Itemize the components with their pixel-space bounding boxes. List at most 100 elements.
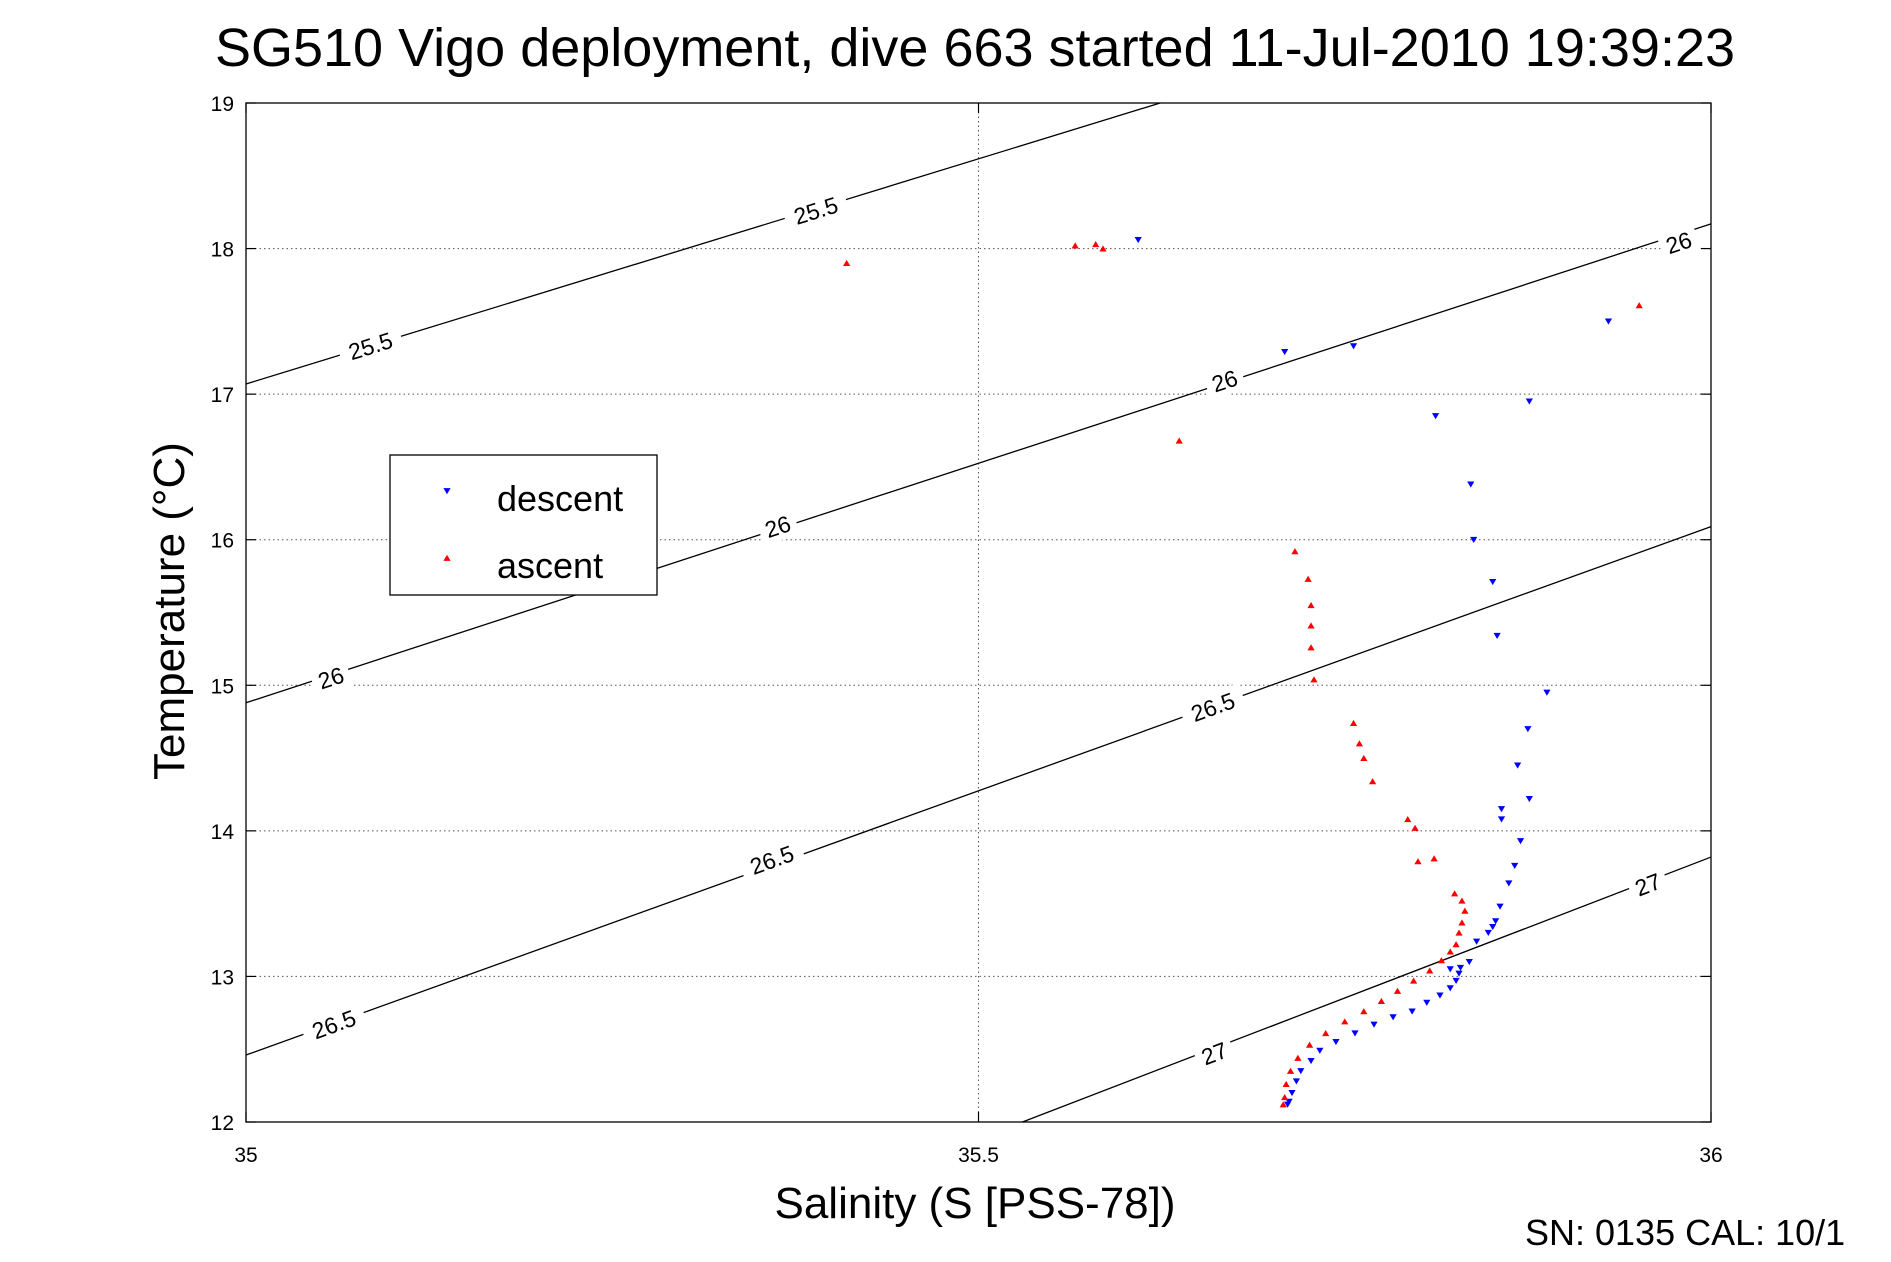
ascent-point	[843, 259, 851, 267]
ascent-point	[1451, 890, 1459, 897]
ascent-point	[1281, 1094, 1289, 1101]
grid-lines	[246, 103, 1711, 1122]
descent-point	[1497, 806, 1506, 813]
isopycnal-label-bg	[299, 1000, 369, 1049]
descent-point	[1489, 924, 1497, 931]
descent-point	[1516, 838, 1525, 845]
descent-point	[1524, 726, 1532, 733]
legend-marker-ascent-shape	[443, 554, 451, 561]
ascent-point	[1307, 622, 1315, 629]
ascent-point	[1307, 644, 1315, 651]
descent-point	[1473, 938, 1481, 945]
ascent-point	[1310, 676, 1318, 683]
ascent-point	[1286, 1067, 1295, 1074]
descent-point	[1389, 1014, 1397, 1021]
isopycnal-label-bg	[1178, 683, 1248, 732]
ascent-point	[1368, 778, 1377, 785]
axis-ticks: 35 35.5 36 12 13 14 15 16 17 18 19	[211, 93, 1723, 1167]
descent-point	[1604, 318, 1613, 325]
ascent-point	[1455, 929, 1463, 936]
ascent-point	[1099, 245, 1107, 252]
descent-point	[1423, 999, 1431, 1006]
isopycnal-label: 26	[1202, 361, 1248, 401]
y-tick-label: 13	[211, 966, 234, 989]
descent-point	[1134, 236, 1142, 244]
descent-point	[1492, 918, 1500, 925]
y-tick-label: 18	[211, 239, 234, 262]
descent-point	[1496, 903, 1504, 910]
isopycnal-label: 26	[1656, 223, 1702, 262]
ascent-point	[1458, 897, 1466, 904]
descent-point	[1489, 579, 1497, 586]
ascent-point	[1175, 437, 1183, 444]
ascent-point	[1304, 575, 1312, 582]
x-tick-label: 35.5	[958, 1144, 999, 1167]
isopycnal-label-text: 25.5	[345, 327, 395, 365]
data-points	[843, 236, 1643, 1108]
y-tick-label: 15	[211, 675, 234, 698]
ascent-point	[1393, 987, 1402, 994]
descent-point	[1431, 413, 1440, 420]
x-axis-label: Salinity (S [PSS-78])	[774, 1179, 1175, 1228]
isopycnal-line	[1022, 856, 1712, 1123]
ascent-point	[1282, 1080, 1290, 1088]
isopycnal-label: 26.5	[737, 835, 807, 884]
isopycnal-label: 26.5	[1178, 683, 1248, 732]
isopycnal-label-bg	[1191, 1033, 1238, 1074]
descent-point	[1281, 349, 1289, 356]
y-tick-label: 14	[211, 821, 235, 844]
descent-point	[1408, 1008, 1416, 1015]
isopycnal-label-bg	[335, 323, 406, 369]
ascent-point	[1355, 740, 1363, 747]
legend: descent ascent	[389, 454, 658, 596]
descent-point	[1351, 1030, 1359, 1037]
ascent-point	[1279, 1101, 1287, 1108]
ascent-point	[1092, 240, 1100, 248]
descent-point	[1514, 762, 1522, 769]
descent-point	[1467, 481, 1475, 488]
descent-point	[1316, 1047, 1324, 1054]
isopycnal-label-bg	[737, 835, 807, 884]
descent-point	[1297, 1068, 1305, 1075]
ascent-point	[1294, 1054, 1302, 1061]
legend-marker-descent	[443, 488, 451, 495]
legend-label-descent: descent	[497, 478, 623, 519]
y-tick-label: 17	[211, 384, 234, 407]
y-axis-label: Temperature (°C)	[145, 442, 194, 780]
ascent-point	[1349, 719, 1358, 727]
ascent-point	[1411, 824, 1419, 831]
isopycnal-label-bg	[781, 187, 851, 234]
descent-point	[1470, 536, 1478, 543]
legend-marker-descent-shape	[443, 488, 451, 495]
isopycnal-label-text: 25.5	[791, 192, 841, 230]
ascent-point	[1426, 967, 1434, 974]
ascent-point	[1305, 1041, 1314, 1048]
x-tick-label: 35	[234, 1144, 257, 1167]
descent-point	[1505, 880, 1513, 887]
descent-point	[1511, 862, 1519, 870]
ascent-point	[1458, 919, 1466, 926]
legend-box	[389, 454, 658, 596]
descent-point	[1446, 966, 1454, 973]
legend-label-ascent: ascent	[497, 545, 603, 586]
descent-point	[1292, 1078, 1301, 1085]
isopycnal-label: 26	[755, 507, 801, 546]
legend-marker-ascent	[443, 554, 451, 561]
isopycnal-line	[245, 223, 1712, 704]
y-tick-label: 16	[211, 530, 234, 553]
isopycnal-label: 26	[308, 658, 354, 698]
ascent-point	[1341, 1018, 1349, 1025]
descent-point	[1493, 632, 1501, 640]
y-tick-label: 19	[211, 93, 234, 116]
ascent-point	[1414, 858, 1422, 865]
ascent-point	[1410, 977, 1418, 984]
descent-point	[1370, 1021, 1378, 1028]
isopycnal-label-bg	[1656, 223, 1702, 262]
descent-point	[1543, 689, 1551, 696]
ascent-point	[1430, 855, 1438, 862]
x-tick-label: 36	[1699, 1144, 1722, 1167]
descent-point	[1284, 1101, 1292, 1108]
descent-point	[1525, 795, 1533, 803]
sn-cal-footer: SN: 0135 CAL: 10/1	[1525, 1212, 1845, 1253]
